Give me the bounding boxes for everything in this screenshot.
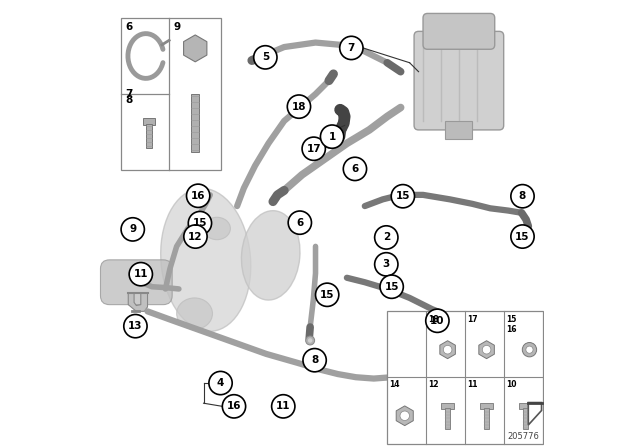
Bar — [143, 118, 155, 125]
Circle shape — [287, 95, 310, 118]
Circle shape — [340, 36, 363, 60]
Text: 15: 15 — [193, 218, 207, 228]
Text: 1: 1 — [328, 132, 336, 142]
Circle shape — [271, 395, 295, 418]
Text: 9: 9 — [129, 224, 136, 234]
Circle shape — [526, 346, 533, 353]
Circle shape — [186, 184, 210, 207]
Text: 11: 11 — [134, 269, 148, 279]
Text: 3: 3 — [383, 259, 390, 269]
Ellipse shape — [177, 298, 212, 329]
Circle shape — [391, 185, 415, 208]
Text: 6: 6 — [351, 164, 358, 174]
Circle shape — [124, 314, 147, 338]
Circle shape — [400, 411, 410, 421]
Ellipse shape — [241, 211, 300, 300]
Text: 11: 11 — [276, 401, 291, 411]
Text: 4: 4 — [217, 378, 224, 388]
Polygon shape — [396, 406, 413, 426]
Bar — [441, 403, 454, 409]
Text: 15: 15 — [385, 282, 399, 292]
Ellipse shape — [161, 188, 251, 332]
Circle shape — [121, 218, 145, 241]
Circle shape — [184, 225, 207, 248]
Text: 18: 18 — [428, 315, 439, 324]
Circle shape — [476, 328, 483, 335]
Bar — [120, 18, 221, 170]
Circle shape — [444, 345, 452, 354]
Circle shape — [308, 338, 312, 343]
Circle shape — [426, 309, 449, 332]
Text: 2: 2 — [383, 233, 390, 242]
Polygon shape — [128, 293, 147, 311]
Text: 10: 10 — [506, 380, 517, 389]
Text: 15: 15 — [396, 191, 410, 201]
Bar — [480, 403, 493, 409]
Text: 6: 6 — [296, 218, 303, 228]
Bar — [445, 408, 451, 429]
Polygon shape — [440, 341, 456, 359]
Circle shape — [477, 330, 481, 333]
Text: 15: 15 — [515, 232, 530, 241]
Circle shape — [483, 345, 491, 354]
Bar — [523, 408, 529, 429]
Circle shape — [511, 185, 534, 208]
Circle shape — [343, 157, 367, 181]
Circle shape — [209, 371, 232, 395]
Polygon shape — [479, 341, 494, 359]
Polygon shape — [184, 35, 207, 62]
Text: 6: 6 — [125, 22, 132, 31]
Text: 15: 15 — [320, 290, 335, 300]
Text: 7: 7 — [125, 89, 132, 99]
Ellipse shape — [204, 217, 230, 240]
Circle shape — [374, 253, 398, 276]
Bar — [146, 125, 152, 148]
Circle shape — [468, 326, 477, 335]
Text: 14: 14 — [389, 380, 400, 389]
Circle shape — [288, 211, 312, 234]
Bar — [518, 403, 532, 409]
Text: 17: 17 — [467, 315, 478, 324]
Text: 12: 12 — [428, 380, 439, 389]
FancyBboxPatch shape — [414, 31, 504, 130]
Circle shape — [302, 137, 325, 160]
Text: 205776: 205776 — [508, 432, 540, 441]
Circle shape — [188, 211, 212, 235]
Polygon shape — [528, 403, 541, 425]
Circle shape — [321, 125, 344, 148]
Circle shape — [129, 263, 152, 286]
Circle shape — [380, 275, 403, 298]
Circle shape — [470, 328, 474, 333]
Circle shape — [511, 225, 534, 248]
Text: 16: 16 — [227, 401, 241, 411]
Bar — [484, 408, 489, 429]
Text: 8: 8 — [311, 355, 318, 365]
Bar — [445, 121, 472, 139]
FancyBboxPatch shape — [423, 13, 495, 49]
Circle shape — [253, 46, 277, 69]
Text: 13: 13 — [128, 321, 143, 331]
Text: 15
16: 15 16 — [506, 315, 517, 334]
Text: 5: 5 — [262, 52, 269, 62]
Circle shape — [306, 336, 315, 345]
Text: 16: 16 — [191, 191, 205, 201]
Text: 8: 8 — [519, 191, 526, 201]
Text: 18: 18 — [292, 102, 306, 112]
Text: 9: 9 — [173, 22, 180, 31]
Text: 8: 8 — [125, 95, 132, 105]
Circle shape — [374, 226, 398, 249]
Text: 17: 17 — [307, 144, 321, 154]
Text: 7: 7 — [348, 43, 355, 53]
Circle shape — [316, 283, 339, 306]
Circle shape — [303, 349, 326, 372]
FancyBboxPatch shape — [100, 260, 172, 305]
Circle shape — [222, 395, 246, 418]
Bar — [191, 94, 199, 152]
Bar — [387, 311, 543, 444]
Circle shape — [522, 343, 536, 357]
Text: 11: 11 — [467, 380, 478, 389]
Text: 10: 10 — [430, 316, 445, 326]
Text: 12: 12 — [188, 232, 203, 241]
